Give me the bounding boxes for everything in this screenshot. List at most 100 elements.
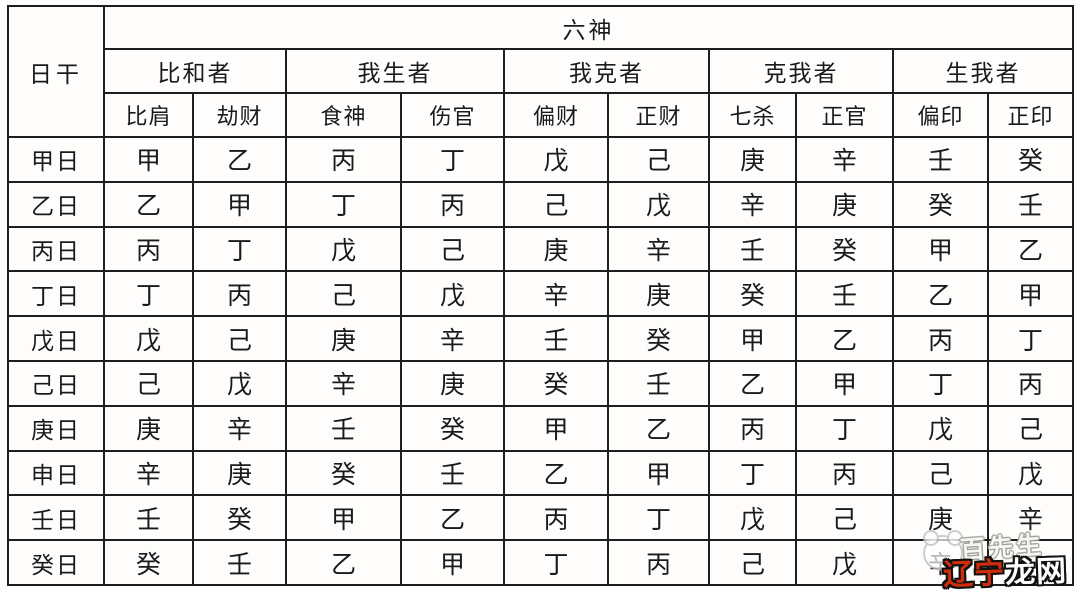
- stem-cell: 丁: [795, 404, 894, 452]
- stem-cell: 庚: [892, 494, 989, 542]
- stem-cell: 丙: [192, 270, 287, 318]
- stem-cell: 丁: [103, 270, 194, 318]
- sub-header: 偏财: [503, 92, 609, 138]
- stem-cell: 己: [103, 359, 194, 407]
- table-row: 癸日癸壬乙甲丁丙己戊辛: [7, 539, 1075, 586]
- stem-cell: 癸: [192, 494, 287, 542]
- stem-cell: 己: [192, 315, 287, 362]
- stem-cell: 壬: [607, 359, 710, 407]
- stem-cell: 庚: [103, 404, 194, 452]
- group-header: 生我者: [891, 48, 1075, 94]
- stem-cell: 己: [986, 404, 1075, 452]
- stem-cell: 甲: [285, 494, 402, 542]
- stem-cell: 乙: [892, 270, 989, 318]
- stem-cell: 丁: [607, 494, 710, 542]
- sub-header: 正印: [986, 92, 1075, 138]
- stem-cell: 庚: [708, 136, 797, 183]
- stem-cell: 庚: [607, 270, 710, 318]
- day-cell: 癸日: [7, 539, 105, 586]
- stem-cell: 庚: [285, 315, 402, 362]
- stem-cell: 癸: [285, 449, 402, 497]
- stem-cell: 甲: [103, 136, 194, 183]
- stem-cell: 庚: [503, 225, 609, 273]
- stem-cell: 丙: [892, 315, 989, 362]
- stem-cell: 壬: [192, 539, 287, 586]
- stem-cell: 癸: [986, 136, 1075, 183]
- stem-cell: 辛: [892, 539, 989, 586]
- day-cell: 庚日: [7, 404, 105, 452]
- table-row: 己日己戊辛庚癸壬乙甲丁丙: [7, 359, 1075, 407]
- sub-header: 劫财: [192, 92, 287, 138]
- stem-cell: 壬: [986, 180, 1075, 228]
- stem-cell: 丙: [103, 225, 194, 273]
- stem-cell: 辛: [103, 449, 194, 497]
- stem-cell: 辛: [285, 359, 402, 407]
- stem-cell: 癸: [503, 359, 609, 407]
- stem-cell: 癸: [607, 315, 710, 362]
- stem-cell: 甲: [708, 315, 797, 362]
- stem-cell: 壬: [503, 315, 609, 362]
- stem-cell: 辛: [607, 225, 710, 273]
- table-row: 壬日壬癸甲乙丙丁戊己庚辛: [7, 494, 1075, 542]
- stem-cell: 己: [708, 539, 797, 586]
- stem-cell: 己: [795, 494, 894, 542]
- stem-cell: 辛: [986, 494, 1075, 542]
- stem-cell: 己: [400, 225, 505, 273]
- corner-header-day-stem: 日干: [7, 5, 105, 138]
- group-header: 我克者: [503, 48, 710, 94]
- table-row: 比和者 我生者 我克者 克我者 生我者: [8, 48, 1075, 94]
- stem-cell: 丙: [503, 494, 609, 542]
- group-header: 克我者: [708, 48, 894, 94]
- stem-cell: 甲: [892, 225, 989, 273]
- stem-cell: 甲: [795, 359, 894, 407]
- stem-cell: 丁: [708, 449, 797, 497]
- stem-cell: 壬: [400, 449, 505, 497]
- table-row: 戊日戊己庚辛壬癸甲乙丙丁: [7, 315, 1075, 362]
- stem-cell: 戊: [192, 359, 287, 407]
- stem-cell: 甲: [503, 404, 609, 452]
- stem-cell: 丁: [892, 359, 989, 407]
- stem-cell: 丙: [400, 180, 505, 228]
- stem-cell: 甲: [400, 539, 505, 586]
- stem-cell: 癸: [795, 225, 894, 273]
- day-cell: 己日: [7, 359, 105, 407]
- stem-cell: 甲: [192, 180, 287, 228]
- stem-cell: 戊: [103, 315, 194, 362]
- stem-cell: 戊: [892, 404, 989, 452]
- stem-cell: 己: [892, 449, 989, 497]
- stem-cell: 戊: [400, 270, 505, 318]
- stem-cell: 戊: [607, 180, 710, 228]
- stem-cell: 甲: [986, 270, 1075, 318]
- table-row: 乙日乙甲丁丙己戊辛庚癸壬: [7, 180, 1075, 228]
- sub-header: 偏印: [892, 92, 989, 138]
- stem-cell: 己: [607, 136, 710, 183]
- stem-cell: 乙: [708, 359, 797, 407]
- stem-cell: 壬: [892, 136, 989, 183]
- day-cell: 甲日: [7, 136, 105, 183]
- stem-cell: 甲: [607, 449, 710, 497]
- stem-cell: 庚: [795, 180, 894, 228]
- stem-cell: 庚: [400, 359, 505, 407]
- stem-cell: 乙: [607, 404, 710, 452]
- stem-cell: 乙: [103, 180, 194, 228]
- day-cell: 丙日: [7, 225, 105, 273]
- sub-header: 正财: [607, 92, 710, 138]
- table-row: 甲日甲乙丙丁戊己庚辛壬癸: [7, 136, 1075, 183]
- day-cell: 申日: [7, 449, 105, 497]
- stem-cell: 壬: [708, 225, 797, 273]
- stem-cell: 戊: [986, 449, 1075, 497]
- stem-cell: 乙: [192, 136, 287, 183]
- stem-cell: 丙: [708, 404, 797, 452]
- stem-cell: 癸: [400, 404, 505, 452]
- stem-cell: 乙: [400, 494, 505, 542]
- stem-cell: 戊: [795, 539, 894, 586]
- stem-cell: [986, 539, 1075, 586]
- day-cell: 戊日: [7, 315, 105, 362]
- stem-cell: 丁: [285, 180, 402, 228]
- stem-cell: 戊: [503, 136, 609, 183]
- stem-cell: 辛: [795, 136, 894, 183]
- group-header: 比和者: [103, 48, 287, 94]
- stem-cell: 乙: [986, 225, 1075, 273]
- group-header: 我生者: [285, 48, 505, 94]
